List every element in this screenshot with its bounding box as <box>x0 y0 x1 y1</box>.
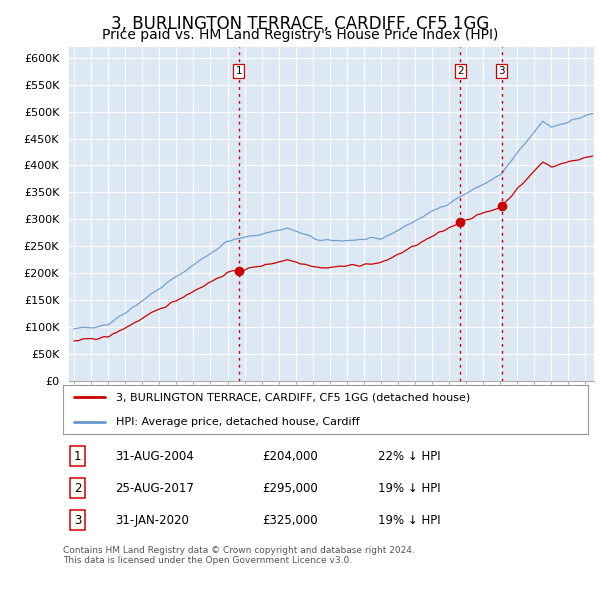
Text: £204,000: £204,000 <box>263 450 318 463</box>
Text: 3: 3 <box>499 67 505 76</box>
Text: 1: 1 <box>74 450 82 463</box>
Text: 31-AUG-2004: 31-AUG-2004 <box>115 450 194 463</box>
Text: 19% ↓ HPI: 19% ↓ HPI <box>378 481 440 495</box>
Text: 19% ↓ HPI: 19% ↓ HPI <box>378 514 440 527</box>
Text: 25-AUG-2017: 25-AUG-2017 <box>115 481 194 495</box>
Text: £325,000: £325,000 <box>263 514 318 527</box>
Text: 3, BURLINGTON TERRACE, CARDIFF, CF5 1GG (detached house): 3, BURLINGTON TERRACE, CARDIFF, CF5 1GG … <box>115 392 470 402</box>
Text: Price paid vs. HM Land Registry's House Price Index (HPI): Price paid vs. HM Land Registry's House … <box>102 28 498 42</box>
Text: 2: 2 <box>457 67 463 76</box>
Text: HPI: Average price, detached house, Cardiff: HPI: Average price, detached house, Card… <box>115 417 359 427</box>
Text: 22% ↓ HPI: 22% ↓ HPI <box>378 450 440 463</box>
Text: 31-JAN-2020: 31-JAN-2020 <box>115 514 190 527</box>
Text: 3, BURLINGTON TERRACE, CARDIFF, CF5 1GG: 3, BURLINGTON TERRACE, CARDIFF, CF5 1GG <box>111 15 489 33</box>
Text: 3: 3 <box>74 514 82 527</box>
Text: 2: 2 <box>74 481 82 495</box>
Text: £295,000: £295,000 <box>263 481 318 495</box>
Text: Contains HM Land Registry data © Crown copyright and database right 2024.
This d: Contains HM Land Registry data © Crown c… <box>63 546 415 565</box>
Text: 1: 1 <box>236 67 242 76</box>
